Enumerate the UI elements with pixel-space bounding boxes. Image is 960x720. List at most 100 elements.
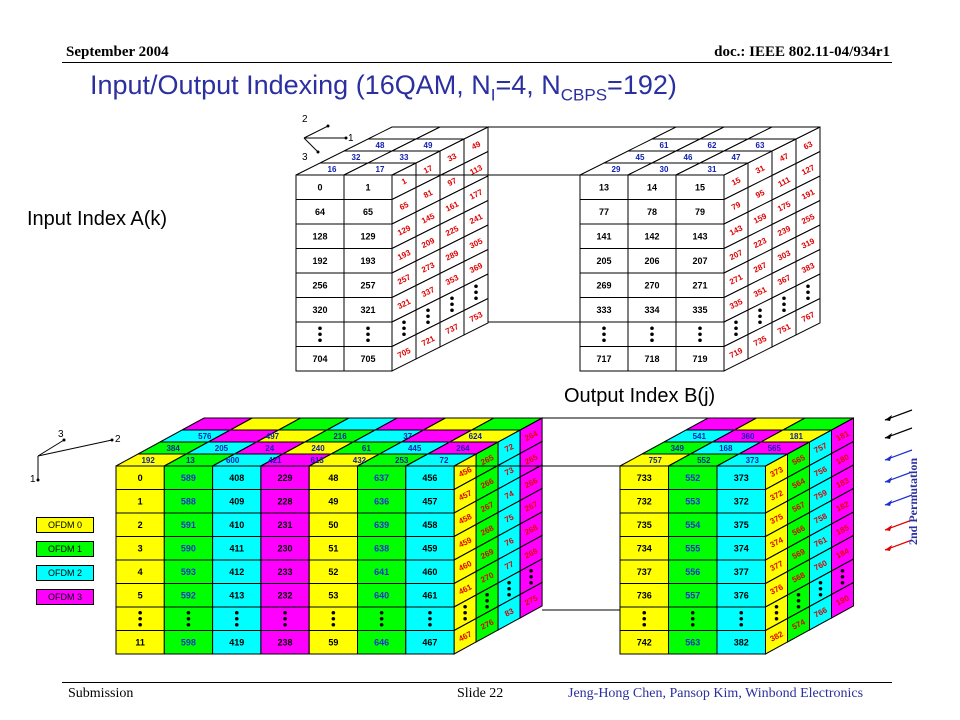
front-value: 461 bbox=[422, 590, 437, 600]
front-value: 143 bbox=[692, 231, 707, 241]
permutation-arrow-head bbox=[885, 455, 892, 461]
front-value: 65 bbox=[363, 207, 373, 217]
arrow-head bbox=[316, 150, 320, 154]
ellipsis-dot bbox=[366, 338, 370, 343]
ellipsis-dot bbox=[840, 580, 845, 585]
top-value: 264 bbox=[456, 444, 470, 453]
front-value: 467 bbox=[422, 637, 437, 647]
front-cell bbox=[579, 346, 629, 372]
front-value: 232 bbox=[278, 590, 293, 600]
legend-ofdm-1: OFDM 1 bbox=[36, 541, 94, 557]
top-value: 541 bbox=[693, 432, 707, 441]
front-value: 257 bbox=[360, 280, 375, 290]
ellipsis-dot bbox=[602, 326, 606, 331]
ellipsis-dot bbox=[650, 326, 654, 331]
ellipsis-dot bbox=[642, 610, 647, 615]
ellipsis-dot bbox=[818, 586, 823, 591]
ellipsis-dot bbox=[138, 616, 142, 621]
ellipsis-dot bbox=[485, 598, 489, 603]
front-value: 419 bbox=[229, 637, 244, 647]
axes-indicator-top: 2 1 3 bbox=[302, 114, 354, 163]
top-value: 497 bbox=[266, 432, 280, 441]
ellipsis-dot bbox=[698, 338, 702, 343]
top-value: 384 bbox=[166, 444, 180, 453]
top-value: 61 bbox=[660, 141, 669, 150]
ellipsis-dot bbox=[318, 338, 322, 343]
top-value: 63 bbox=[756, 141, 765, 150]
top-value: 37 bbox=[403, 432, 412, 441]
front-value: 563 bbox=[685, 637, 700, 647]
front-value: 735 bbox=[637, 520, 652, 530]
front-cell bbox=[627, 199, 677, 225]
front-value: 382 bbox=[734, 637, 749, 647]
front-cell bbox=[579, 223, 629, 249]
front-value: 1 bbox=[365, 182, 370, 192]
front-value: 15 bbox=[695, 182, 705, 192]
ellipsis-dot bbox=[283, 622, 287, 627]
front-value: 742 bbox=[637, 637, 652, 647]
front-value: 4 bbox=[138, 567, 143, 577]
ellipsis-dot bbox=[428, 616, 432, 621]
front-cell bbox=[716, 630, 766, 655]
side-value: 83 bbox=[503, 606, 516, 618]
front-cell bbox=[675, 248, 725, 274]
front-cell bbox=[627, 346, 677, 372]
ellipsis-dot bbox=[796, 604, 801, 609]
front-value: 128 bbox=[312, 231, 327, 241]
top-value: 192 bbox=[141, 456, 155, 465]
front-cell bbox=[405, 630, 455, 655]
front-cell bbox=[675, 346, 725, 372]
legend-ofdm-0: OFDM 0 bbox=[36, 517, 94, 533]
front-value: 79 bbox=[695, 207, 705, 217]
front-cell bbox=[343, 297, 393, 323]
side-value: 75 bbox=[503, 512, 516, 524]
top-value: 47 bbox=[732, 153, 741, 162]
front-value: 206 bbox=[644, 256, 659, 266]
top-value: 253 bbox=[395, 456, 409, 465]
front-value: 717 bbox=[596, 354, 611, 364]
front-value: 598 bbox=[181, 637, 196, 647]
front-value: 554 bbox=[685, 520, 700, 530]
front-value: 640 bbox=[374, 590, 389, 600]
front-value: 3 bbox=[138, 543, 143, 553]
front-value: 335 bbox=[692, 305, 707, 315]
ellipsis-dot bbox=[782, 308, 786, 313]
top-value: 421 bbox=[268, 456, 282, 465]
top-value: 240 bbox=[311, 444, 325, 453]
front-value: 59 bbox=[328, 637, 338, 647]
front-value: 270 bbox=[644, 280, 659, 290]
ellipsis-dot bbox=[698, 332, 702, 337]
front-value: 555 bbox=[685, 543, 700, 553]
side-cell bbox=[463, 297, 489, 336]
ellipsis-dot bbox=[318, 332, 322, 337]
axis-arrow bbox=[303, 125, 329, 139]
top-value: 48 bbox=[376, 141, 385, 150]
front-value: 192 bbox=[312, 256, 327, 266]
ellipsis-dot bbox=[818, 592, 823, 597]
top-value: 565 bbox=[768, 444, 782, 453]
ellipsis-dot bbox=[463, 616, 467, 621]
front-value: 705 bbox=[360, 354, 375, 364]
front-cell bbox=[295, 272, 345, 298]
ellipsis-dot bbox=[739, 616, 744, 621]
top-value: 373 bbox=[746, 456, 760, 465]
front-value: 271 bbox=[692, 280, 707, 290]
header-date: September 2004 bbox=[66, 44, 169, 60]
side-value: 1 bbox=[400, 176, 409, 186]
ellipsis-dot bbox=[283, 616, 287, 621]
front-value: 230 bbox=[278, 543, 293, 553]
side-value: 73 bbox=[503, 465, 516, 477]
front-value: 1 bbox=[138, 496, 143, 506]
front-value: 373 bbox=[734, 473, 749, 483]
ellipsis-dot bbox=[529, 568, 533, 573]
ellipsis-dot bbox=[690, 622, 695, 627]
ellipsis-dot bbox=[450, 296, 454, 301]
front-value: 590 bbox=[181, 543, 196, 553]
front-value: 207 bbox=[692, 256, 707, 266]
top-value: 624 bbox=[469, 432, 483, 441]
ellipsis-dot bbox=[402, 320, 406, 325]
top-value: 33 bbox=[400, 153, 409, 162]
ellipsis-dot bbox=[758, 314, 762, 319]
ellipsis-dot bbox=[758, 308, 762, 313]
